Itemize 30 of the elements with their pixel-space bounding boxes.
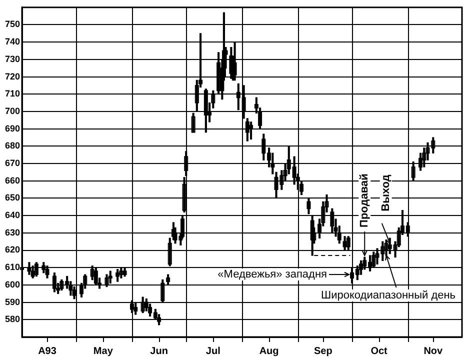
y-tick-label: 600 [4, 279, 20, 290]
y-tick-label: 640 [4, 210, 20, 220]
x-tick-label: Sep [314, 346, 332, 357]
y-tick-label: 580 [4, 314, 20, 324]
annotation: «Медвежья» западня [218, 268, 328, 281]
x-tick-label: Nov [424, 346, 444, 357]
annotation: Выход [380, 174, 392, 212]
x-tick-label: Jul [206, 346, 221, 357]
y-tick-label: 700 [4, 106, 20, 116]
annotation: Широкодиапазонный день [320, 290, 456, 302]
annotation: Продавай [358, 174, 371, 228]
y-tick-label: 690 [4, 123, 20, 134]
y-tick-label: 660 [4, 175, 20, 186]
x-tick-label: Jun [150, 346, 168, 357]
y-tick-label: 710 [4, 88, 20, 99]
y-tick-label: 610 [4, 262, 20, 272]
x-tick-label: Oct [370, 346, 388, 357]
y-tick-label: 630 [4, 227, 20, 238]
y-tick-label: 670 [4, 158, 20, 168]
y-tick-label: 720 [4, 71, 20, 82]
y-tick-label: 650 [4, 192, 20, 203]
y-tick-label: 680 [4, 140, 20, 151]
x-tick-label: May [93, 346, 114, 357]
x-tick-label: Aug [259, 346, 279, 357]
y-tick-label: 730 [4, 54, 20, 64]
x-tick-label: A93 [38, 346, 57, 357]
y-tick-label: 740 [4, 36, 20, 47]
y-tick-label: 750 [4, 19, 20, 30]
y-tick-label: 590 [4, 296, 20, 307]
y-tick-label: 620 [4, 244, 20, 255]
